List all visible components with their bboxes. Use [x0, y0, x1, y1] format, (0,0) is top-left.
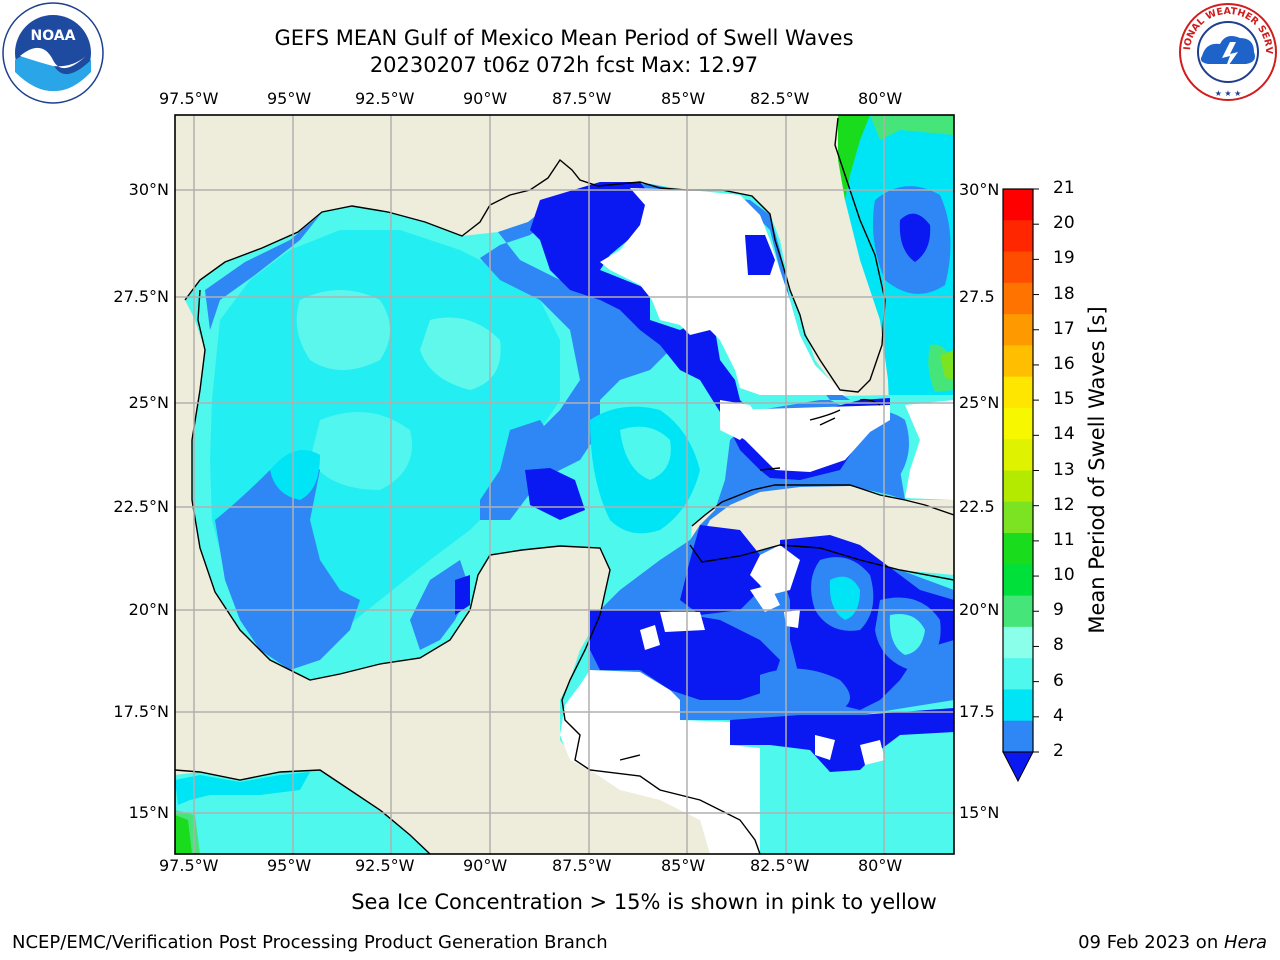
colorbar-segment — [1003, 564, 1033, 597]
colorbar-segment — [1003, 470, 1033, 503]
map-frame — [174, 114, 955, 855]
lat-tick-right: 22.5 — [959, 497, 995, 516]
colorbar-label: 16 — [1053, 353, 1075, 374]
colorbar-label: 12 — [1053, 494, 1075, 515]
colorbar-segment — [1003, 689, 1033, 722]
lon-tick-bottom: 95°W — [267, 856, 312, 875]
lat-tick-right: 20°N — [959, 600, 1000, 619]
lat-tick-right: 15°N — [959, 803, 1000, 822]
colorbar-segment — [1003, 658, 1033, 690]
svg-text:★ ★ ★: ★ ★ ★ — [1215, 89, 1242, 98]
colorbar-label: 9 — [1053, 600, 1064, 621]
colorbar-label: 4 — [1053, 705, 1064, 726]
map-gridlines — [175, 115, 954, 854]
colorbar-label: 19 — [1053, 248, 1075, 269]
footer-host: Hera — [1223, 932, 1267, 953]
lat-tick-left: 20°N — [128, 600, 169, 619]
lat-tick-left: 15°N — [128, 803, 169, 822]
lat-tick-left: 27.5°N — [113, 287, 169, 306]
lat-tick-left: 22.5°N — [113, 497, 169, 516]
lon-tick-bottom: 82.5°W — [750, 856, 810, 875]
colorbar-segment — [1003, 220, 1033, 253]
colorbar-label: 20 — [1053, 213, 1075, 234]
colorbar-segment — [1003, 595, 1033, 628]
lon-tick-bottom: 80°W — [858, 856, 903, 875]
lat-tick-left: 25°N — [128, 393, 169, 412]
lon-tick-top: 80°W — [858, 89, 903, 108]
sea-ice-note: Sea Ice Concentration > 15% is shown in … — [351, 890, 937, 914]
colorbar-segment — [1003, 345, 1033, 378]
colorbar-label: 13 — [1053, 459, 1075, 480]
footer-date: 09 Feb 2023 on Hera — [1078, 932, 1267, 953]
lon-tick-bottom: 92.5°W — [355, 856, 415, 875]
lon-tick-top: 82.5°W — [750, 89, 810, 108]
noaa-logo: NOAA — [2, 2, 104, 104]
colorbar-segment — [1003, 533, 1033, 565]
lon-tick-bottom: 97.5°W — [159, 856, 219, 875]
colorbar-segment — [1003, 407, 1033, 440]
lat-tick-right: 25°N — [959, 393, 1000, 412]
colorbar-label: 2 — [1053, 741, 1064, 761]
colorbar-segment — [1003, 501, 1033, 534]
colorbar-label: 8 — [1053, 635, 1064, 656]
lat-tick-left: 17.5°N — [113, 702, 169, 721]
lon-tick-bottom: 90°W — [463, 856, 508, 875]
colorbar-segment — [1003, 720, 1033, 753]
colorbar-segments — [1003, 189, 1033, 753]
footer-date-text: 09 Feb 2023 on — [1078, 932, 1224, 953]
colorbar-title: Mean Period of Swell Waves [s] — [1085, 306, 1109, 634]
colorbar-label: 18 — [1053, 283, 1075, 304]
lon-tick-top: 90°W — [463, 89, 508, 108]
colorbar-segment — [1003, 376, 1033, 409]
chart-title: GEFS MEAN Gulf of Mexico Mean Period of … — [274, 26, 854, 50]
lon-tick-top: 85°W — [661, 89, 706, 108]
lon-tick-bottom: 85°W — [661, 856, 706, 875]
lat-tick-right: 27.5 — [959, 287, 995, 306]
lon-tick-top: 97.5°W — [159, 89, 219, 108]
lon-tick-top: 87.5°W — [552, 89, 612, 108]
colorbar-label: 17 — [1053, 318, 1075, 339]
colorbar-label: 10 — [1053, 565, 1075, 586]
lat-tick-right: 30°N — [959, 180, 1000, 199]
lon-tick-bottom: 87.5°W — [552, 856, 612, 875]
colorbar-label: 6 — [1053, 670, 1064, 691]
nws-logo: NATIONAL WEATHER SERVICE ★ ★ ★ — [1178, 2, 1277, 101]
colorbar-label: 14 — [1053, 424, 1075, 445]
colorbar-label: 11 — [1053, 529, 1075, 550]
lat-tick-right: 17.5 — [959, 702, 995, 721]
colorbar-segment — [1003, 314, 1033, 346]
chart-subtitle: 20230207 t06z 072h fcst Max: 12.97 — [369, 53, 759, 77]
colorbar-segment — [1003, 189, 1033, 221]
colorbar-label: 21 — [1053, 178, 1075, 198]
footer-credit: NCEP/EMC/Verification Post Processing Pr… — [12, 932, 608, 953]
colorbar-segment — [1003, 439, 1033, 471]
colorbar-label: 15 — [1053, 389, 1075, 410]
noaa-logo-text: NOAA — [31, 28, 76, 44]
lon-tick-top: 92.5°W — [355, 89, 415, 108]
colorbar-extend-arrow — [1002, 751, 1034, 783]
colorbar-segment — [1003, 626, 1033, 659]
lon-tick-top: 95°W — [267, 89, 312, 108]
lat-tick-left: 30°N — [128, 180, 169, 199]
colorbar-segment — [1003, 251, 1033, 284]
colorbar-segment — [1003, 282, 1033, 315]
